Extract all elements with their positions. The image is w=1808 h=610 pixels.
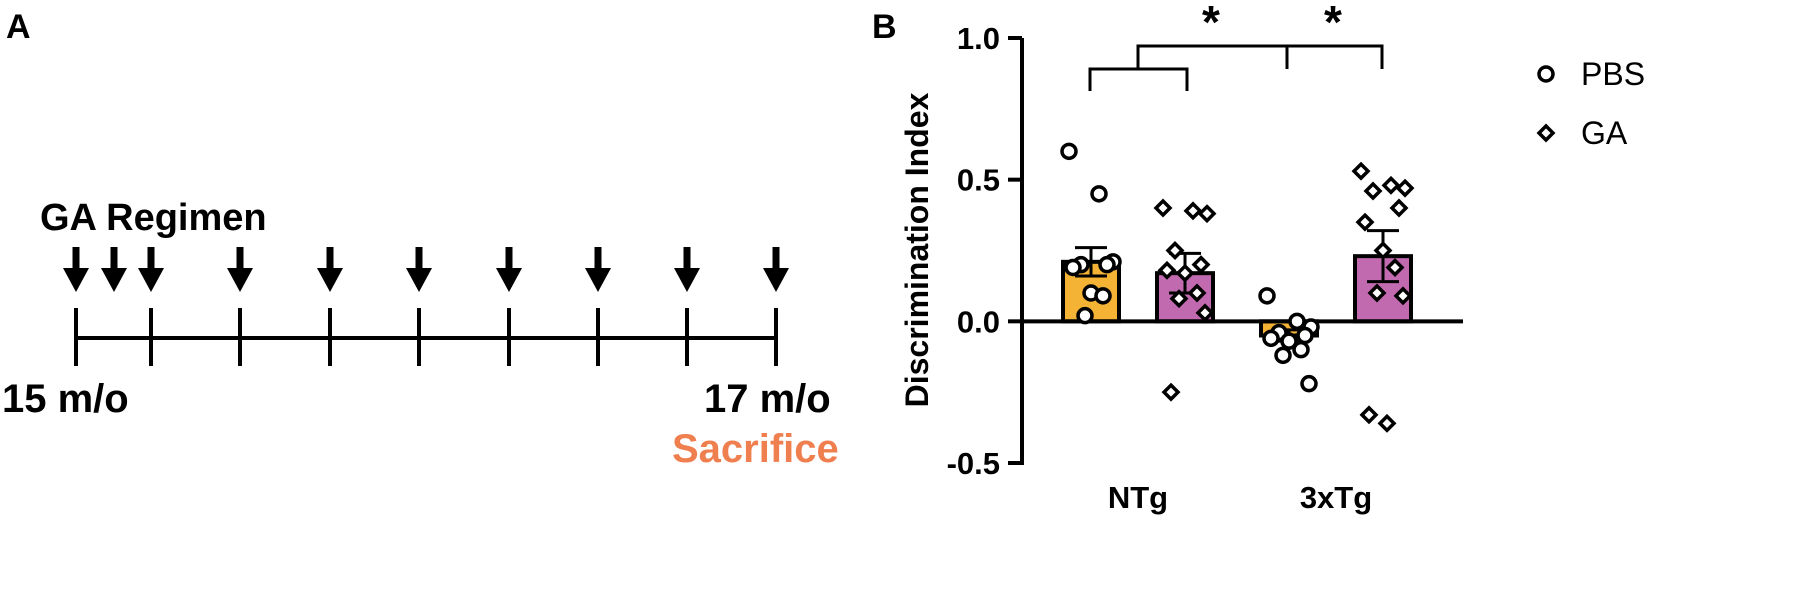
data-point-ga xyxy=(1389,198,1409,218)
arrow-down-icon xyxy=(674,247,700,292)
significance-left: * xyxy=(1202,0,1220,48)
data-point-pbs xyxy=(1098,255,1116,274)
data-point-ga xyxy=(1197,204,1217,224)
panel-a: A GA Regimen 15 m/o 17 m/o Sacrifice xyxy=(2,8,839,471)
data-point-ga xyxy=(1393,286,1413,306)
y-tick-label: 0.5 xyxy=(957,163,1000,198)
y-axis-label: Discrimination Index xyxy=(899,92,935,407)
legend-label: PBS xyxy=(1581,56,1645,92)
data-point-ga xyxy=(1363,181,1383,201)
data-point-ga xyxy=(1153,198,1173,218)
legend: PBS GA xyxy=(1536,56,1645,151)
data-point-ga xyxy=(1351,161,1371,181)
data-point-pbs xyxy=(1296,326,1314,345)
data-point-pbs xyxy=(1076,306,1094,325)
panel-b: B Discrimination Index -0.5 0.0 0.5 1.0 NTg 3… xyxy=(872,0,1645,515)
data-point-ga xyxy=(1373,241,1393,260)
data-point-ga xyxy=(1395,178,1415,198)
start-label: 15 m/o xyxy=(2,377,129,421)
regimen-label: GA Regimen xyxy=(40,197,267,239)
data-point-ga xyxy=(1161,382,1181,402)
data-point-pbs xyxy=(1258,287,1276,305)
data-point-ga xyxy=(1175,263,1195,283)
sacrifice-label: Sacrifice xyxy=(672,427,839,471)
legend-marker-ga xyxy=(1536,123,1556,143)
arrow-down-icon xyxy=(317,247,343,292)
data-point-ga xyxy=(1165,241,1185,260)
data-point-ga xyxy=(1385,258,1405,277)
panel-b-label: B xyxy=(872,8,897,46)
data-point-pbs xyxy=(1060,142,1078,161)
panel-a-label: A xyxy=(6,8,31,46)
data-point-pbs xyxy=(1300,374,1318,393)
data-point-ga xyxy=(1355,212,1375,232)
data-points xyxy=(1060,142,1415,433)
arrow-down-icon xyxy=(138,247,164,292)
data-point-ga xyxy=(1359,405,1379,425)
data-point-ga xyxy=(1377,413,1397,433)
data-point-pbs xyxy=(1262,329,1280,348)
arrow-down-icon xyxy=(496,247,522,292)
x-category-label: NTg xyxy=(1108,480,1168,515)
data-point-pbs xyxy=(1064,258,1082,277)
data-point-pbs xyxy=(1280,332,1298,350)
data-point-ga xyxy=(1183,201,1203,221)
arrow-down-icon xyxy=(101,247,127,292)
arrow-down-icon xyxy=(227,247,253,292)
data-point-pbs xyxy=(1090,185,1108,203)
data-point-ga xyxy=(1157,260,1177,280)
arrow-down-icon xyxy=(63,247,89,292)
arrow-down-icon xyxy=(585,247,611,292)
legend-label: GA xyxy=(1581,115,1628,151)
significance-right: * xyxy=(1324,0,1342,48)
y-tick-label: 1.0 xyxy=(957,21,1000,56)
data-point-ga xyxy=(1169,289,1189,309)
significance-brackets xyxy=(1088,44,1384,91)
chart-plot: -0.5 0.0 0.5 1.0 NTg 3xTg PBS GA xyxy=(947,21,1645,515)
data-point-ga xyxy=(1191,255,1211,275)
data-point-ga xyxy=(1187,283,1207,303)
x-category-label: 3xTg xyxy=(1300,480,1372,515)
data-point-ga xyxy=(1381,175,1401,195)
arrow-down-icon xyxy=(406,247,432,292)
data-point-pbs xyxy=(1094,287,1112,305)
data-point-ga xyxy=(1367,283,1387,303)
arrow-down-icon xyxy=(763,247,789,292)
data-point-pbs xyxy=(1274,346,1292,365)
data-point-pbs xyxy=(1292,340,1310,359)
y-tick-label: 0.0 xyxy=(957,304,1000,339)
injection-arrows xyxy=(63,247,789,292)
error-bars xyxy=(1075,229,1399,343)
data-point-pbs xyxy=(1288,312,1306,331)
y-tick-label: -0.5 xyxy=(947,446,1000,481)
data-point-ga xyxy=(1195,303,1215,323)
timeline-ticks xyxy=(74,308,778,366)
legend-marker-pbs xyxy=(1537,65,1555,83)
end-label: 17 m/o xyxy=(704,377,831,421)
